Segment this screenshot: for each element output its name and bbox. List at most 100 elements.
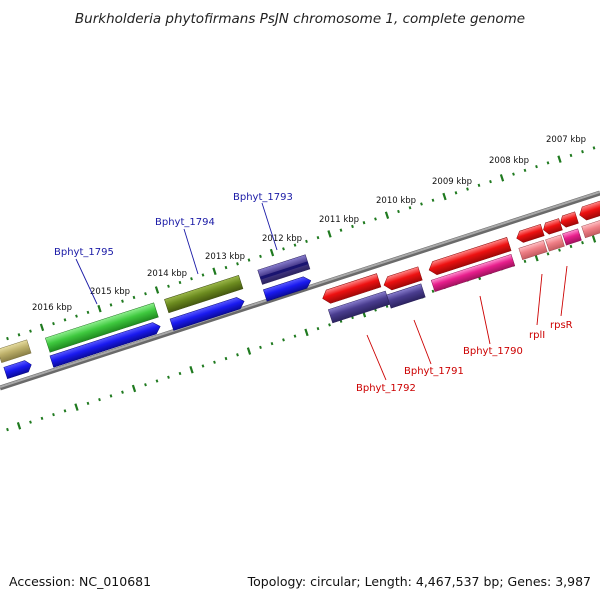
kbp-label: 2012 kbp	[262, 234, 302, 244]
tick-mark	[270, 341, 274, 346]
cds-rpli-pink[interactable]	[518, 239, 548, 261]
tick-mark	[431, 198, 435, 202]
tick-mark	[109, 394, 113, 398]
gene-bphyt-1793-purple[interactable]	[257, 254, 311, 285]
tick-mark	[269, 248, 275, 257]
gene-bphyt-1792-red[interactable]	[321, 273, 382, 306]
tick-mark	[212, 267, 217, 276]
kbp-label: 2008 kbp	[489, 156, 529, 166]
tick-mark	[97, 304, 102, 313]
cds-bphyt-1794-blue[interactable]	[169, 296, 246, 331]
gene-label-bphyt-1792[interactable]: Bphyt_1792	[356, 383, 416, 394]
tick-mark	[523, 259, 527, 264]
tick-mark	[557, 155, 562, 163]
tick-mark	[121, 299, 124, 303]
tick-mark	[121, 390, 124, 394]
kbp-labels: 2016 kbp 2015 kbp 2014 kbp 2013 kbp 2012…	[32, 135, 586, 313]
tick-mark	[132, 295, 136, 300]
tick-mark	[29, 329, 32, 333]
tick-mark	[569, 244, 573, 249]
cds-rpsr-magenta[interactable]	[562, 228, 582, 246]
tick-mark	[293, 334, 297, 338]
tick-mark	[384, 211, 390, 219]
gene-label-bphyt-1791[interactable]: Bphyt_1791	[404, 366, 464, 377]
cds-pink-4[interactable]	[581, 219, 600, 239]
gene-red-small-2[interactable]	[542, 218, 563, 236]
gene-label-rpsr[interactable]: rpsR	[550, 320, 573, 331]
tick-mark	[293, 243, 297, 247]
tick-mark	[591, 235, 597, 243]
tick-mark	[512, 172, 515, 176]
tick-mark	[316, 236, 320, 240]
gene-bphyt-1790-red[interactable]	[427, 237, 512, 276]
tick-mark	[327, 230, 332, 238]
tick-mark	[52, 412, 55, 417]
gene-label-bphyt-1793[interactable]: Bphyt_1793	[233, 192, 293, 203]
kbp-label: 2015 kbp	[90, 287, 130, 297]
tick-mark	[224, 265, 228, 270]
gene-red-small-4[interactable]	[577, 199, 600, 222]
tick-mark	[499, 174, 505, 182]
gene-red-small-1[interactable]	[515, 223, 545, 244]
tick-mark	[362, 221, 366, 225]
kbp-label: 2009 kbp	[432, 177, 472, 187]
tick-mark	[167, 284, 170, 288]
gene-label-bphyt-1795[interactable]: Bphyt_1795	[54, 247, 114, 258]
forward-strand-genes	[0, 199, 600, 363]
gene-red-small-3[interactable]	[559, 211, 579, 229]
tick-mark	[98, 398, 101, 402]
cds-bphyt-1795-blue[interactable]	[49, 321, 162, 368]
tick-mark	[224, 356, 228, 361]
tick-mark	[109, 303, 113, 307]
tick-mark	[63, 409, 67, 413]
tick-mark	[420, 202, 423, 206]
gene-bphyt-1794-olive[interactable]	[164, 275, 244, 314]
tick-mark	[29, 420, 32, 424]
cds-pink-2[interactable]	[545, 234, 565, 252]
tick-mark	[581, 241, 584, 245]
tick-mark	[546, 252, 550, 256]
kbp-label: 2013 kbp	[205, 252, 245, 262]
tick-mark	[6, 427, 9, 432]
tick-mark	[6, 336, 9, 341]
tick-mark	[86, 310, 90, 315]
tick-mark	[374, 217, 377, 221]
map-title: Burkholderia phytofirmans PsJN chromosom…	[75, 11, 525, 27]
tick-mark	[74, 403, 79, 411]
gene-label-bphyt-1794[interactable]: Bphyt_1794	[155, 217, 215, 228]
gene-bphyt-1791-red[interactable]	[382, 266, 423, 292]
gene-label-rpli[interactable]: rplI	[529, 330, 545, 341]
tick-mark	[75, 314, 78, 318]
tick-mark	[558, 248, 561, 252]
kbp-label: 2011 kbp	[319, 215, 359, 225]
gene-khaki[interactable]	[0, 339, 32, 363]
gene-bphyt-1795-green[interactable]	[45, 302, 159, 353]
cds-blue[interactable]	[3, 359, 33, 380]
tick-mark	[535, 165, 538, 169]
tick-mark	[259, 254, 262, 258]
outer-tick-track	[6, 146, 596, 341]
tick-mark	[201, 273, 205, 277]
gene-label-bphyt-1790[interactable]: Bphyt_1790	[463, 346, 523, 357]
tick-mark	[282, 338, 285, 342]
kbp-label: 2014 kbp	[147, 269, 187, 279]
tick-mark	[305, 239, 308, 244]
tick-mark	[144, 292, 147, 296]
cds-bphyt-1791-purple[interactable]	[386, 283, 426, 309]
tick-mark	[63, 318, 67, 322]
gene-labels: Bphyt_1795 Bphyt_1794 Bphyt_1793 Bphyt_1…	[54, 192, 573, 394]
tick-mark	[144, 383, 147, 387]
tick-mark	[39, 323, 45, 332]
tick-mark	[351, 224, 354, 229]
tick-mark	[466, 187, 469, 191]
tick-mark	[523, 168, 527, 173]
cds-bphyt-1793-blue[interactable]	[263, 275, 312, 302]
tick-mark	[304, 328, 309, 337]
tick-mark	[155, 379, 159, 383]
tick-mark	[442, 192, 447, 201]
tick-mark	[581, 150, 584, 154]
tick-mark	[213, 360, 216, 364]
tick-mark	[154, 286, 160, 294]
cds-bphyt-1790-magenta[interactable]	[430, 253, 516, 293]
